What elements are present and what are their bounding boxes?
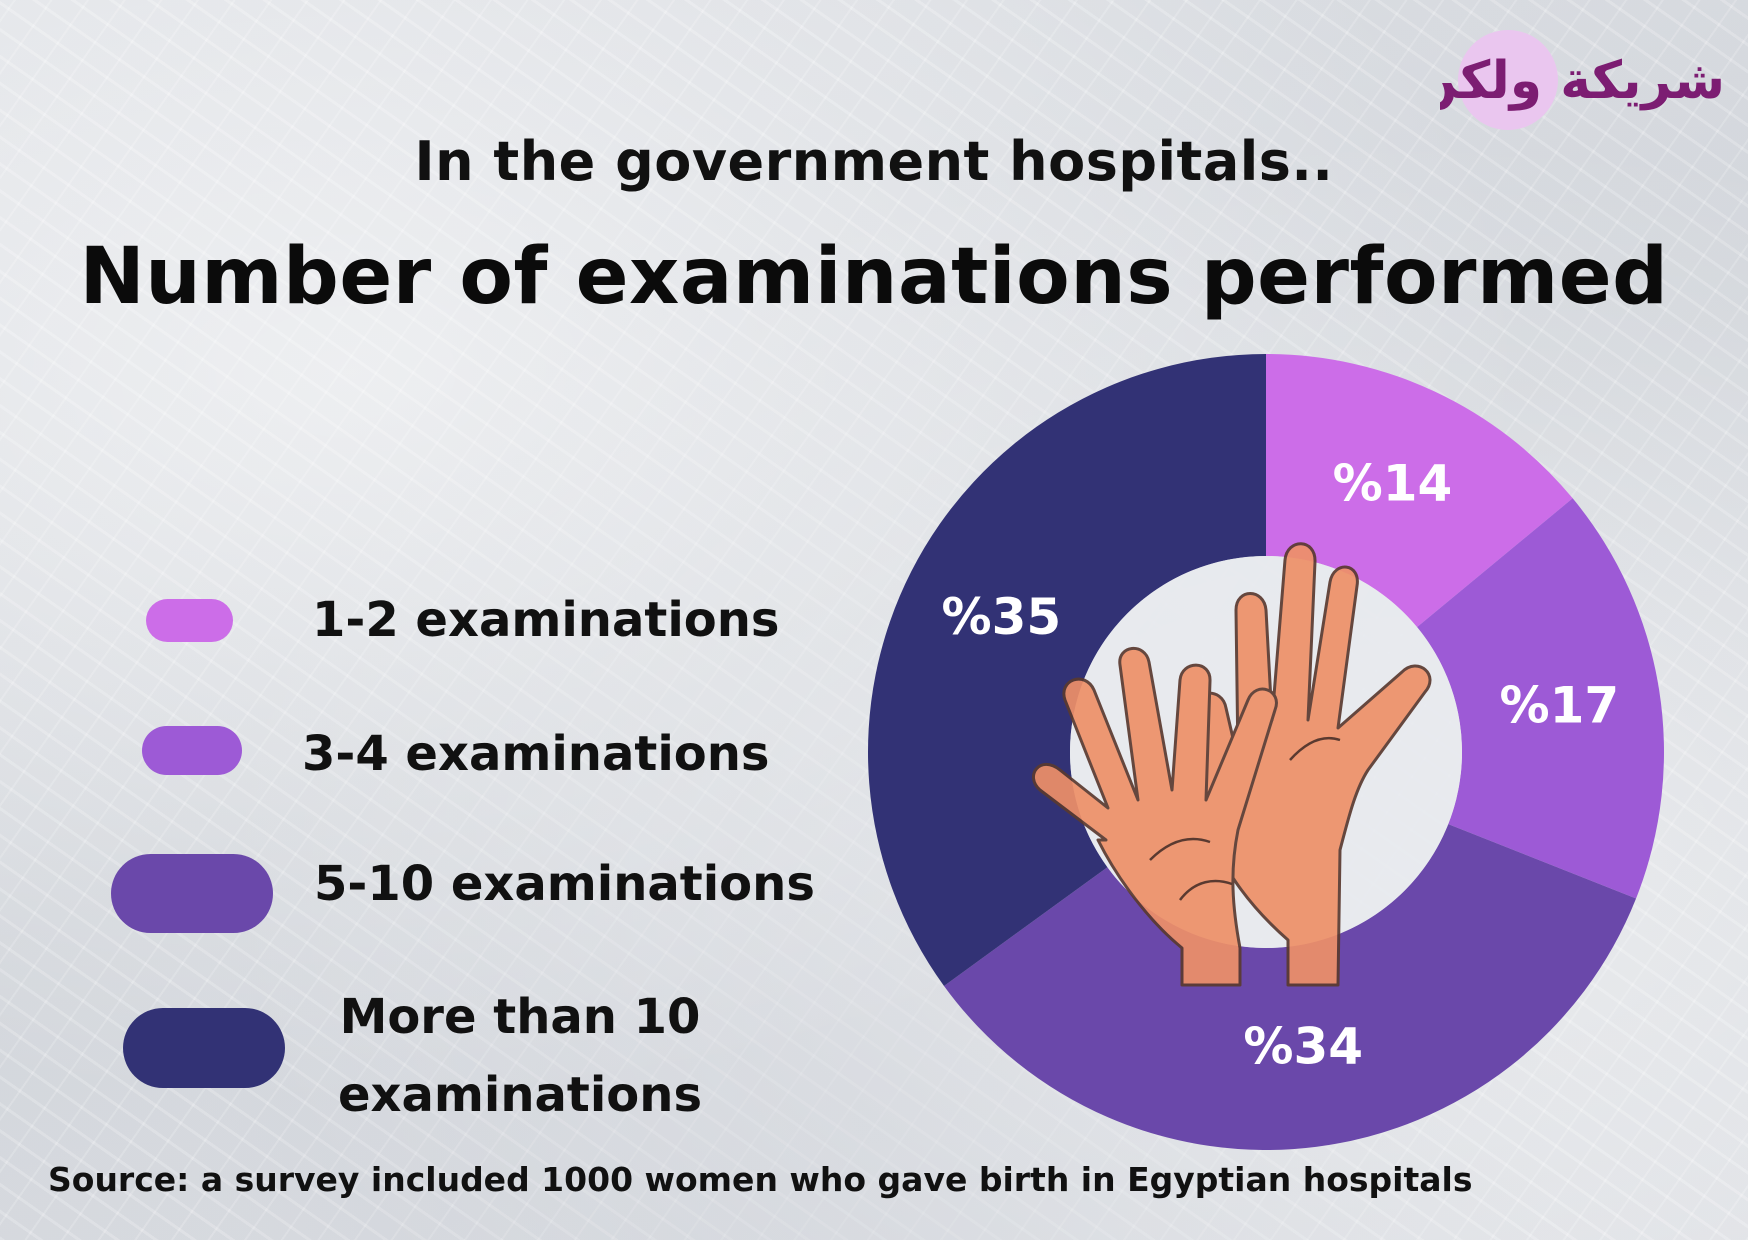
- legend-swatch-5-10: [111, 854, 273, 933]
- source-note: Source: a survey included 1000 women who…: [48, 1160, 1473, 1199]
- legend-swatch-1-2: [146, 599, 233, 642]
- donut-slice-2: [1417, 498, 1665, 899]
- donut-slice-3: [944, 824, 1637, 1150]
- slice-label-2: %17: [1499, 677, 1619, 735]
- hands-icon: [1032, 542, 1432, 987]
- logo-circle: [1458, 30, 1558, 130]
- chart-title: Number of examinations performed: [79, 232, 1669, 322]
- slice-label-3: %34: [1243, 1018, 1363, 1076]
- legend-swatch-3-4: [142, 726, 242, 775]
- legend-label-1-2: 1-2 examinations: [312, 592, 780, 648]
- slice-label-1: %14: [1333, 454, 1453, 512]
- logo-text: شريكة ولكن: [1440, 51, 1725, 111]
- chart-subtitle: In the government hospitals..: [414, 130, 1334, 193]
- legend-label-3-4: 3-4 examinations: [302, 726, 770, 782]
- donut-slice-4: [867, 354, 1266, 986]
- legend-label-more-than-10: More than 10 examinations: [337, 989, 703, 1123]
- slice-label-4: %35: [942, 588, 1062, 646]
- logo: شريكة ولكن: [1440, 30, 1725, 130]
- legend-label-5-10: 5-10 examinations: [314, 856, 815, 912]
- donut-slice-1: [1266, 354, 1573, 628]
- legend-swatch-more-than-10: [123, 1008, 285, 1088]
